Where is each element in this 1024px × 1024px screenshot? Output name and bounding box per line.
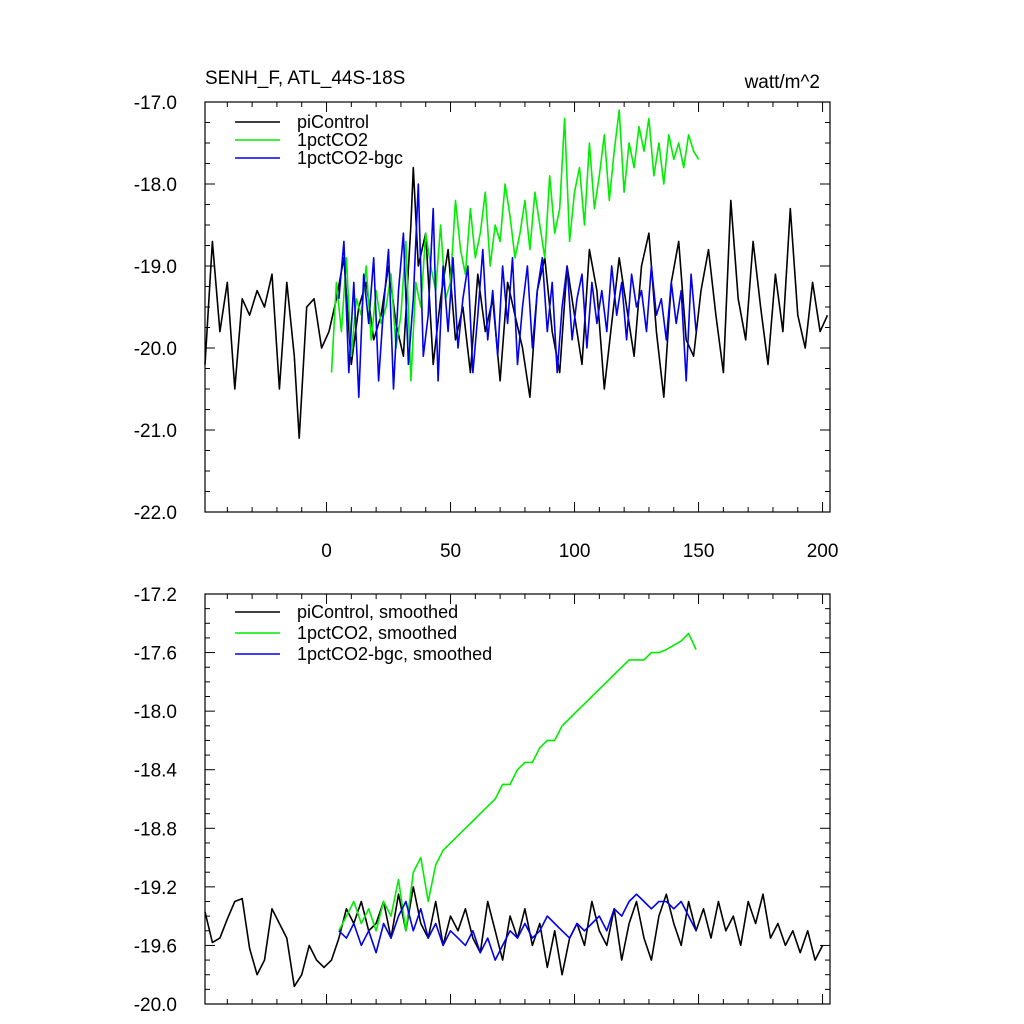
top-y-tick-label: -18.0 [134, 175, 177, 196]
bottom-y-tick-label: -17.6 [134, 644, 177, 665]
bottom-y-tick-label: -18.4 [134, 761, 178, 782]
bottom-series-line-0 [204, 886, 824, 988]
top-y-tick-label: -21.0 [134, 421, 177, 442]
bottom-series-line-2 [338, 893, 697, 961]
top-series-line-2 [338, 183, 697, 399]
top-x-tick-label: 50 [440, 541, 461, 562]
top-y-tick-label: -20.0 [134, 339, 177, 360]
top-x-tick-label: 0 [321, 541, 332, 562]
top-x-tick-label: 100 [559, 541, 591, 562]
top-series-line-1 [330, 109, 700, 382]
bottom-legend-label: piControl, smoothed [297, 602, 458, 622]
bottom-y-tick-label: -17.2 [134, 585, 177, 606]
top-x-tick-label: 200 [807, 541, 839, 562]
bottom-y-tick-label: -18.8 [134, 819, 177, 840]
top-y-tick-label: -19.0 [134, 257, 177, 278]
top-series-line-0 [204, 166, 829, 440]
top-x-tick-label: 150 [683, 541, 715, 562]
top-legend-label: 1pctCO2 [297, 130, 368, 150]
bottom-y-tick-label: -20.0 [134, 995, 177, 1016]
bottom-y-tick-label: -19.6 [134, 936, 177, 957]
bottom-legend-label: 1pctCO2-bgc, smoothed [297, 644, 492, 664]
figure-title: SENH_F, ATL_44S-18S [205, 68, 405, 89]
top-y-tick-label: -17.0 [134, 93, 177, 114]
bottom-y-tick-label: -18.0 [134, 702, 177, 723]
top-y-tick-label: -22.0 [134, 503, 177, 524]
top-panel: 0 50 100 150 200 -22.0 -21.0 -20.0 -19.0 -18.0 -17… [134, 93, 839, 562]
units-label: watt/m^2 [744, 72, 820, 93]
bottom-series-line-1 [338, 632, 697, 932]
bottom-legend-label: 1pctCO2, smoothed [297, 623, 457, 643]
top-legend-label: piControl [297, 112, 369, 132]
bottom-y-tick-label: -19.2 [134, 878, 177, 899]
bottom-panel: -20.0 -19.6 -19.2 -18.8 -18.4 -18.0 -17.6 -17.2… [134, 585, 831, 1016]
top-legend-label: 1pctCO2-bgc [297, 148, 403, 168]
